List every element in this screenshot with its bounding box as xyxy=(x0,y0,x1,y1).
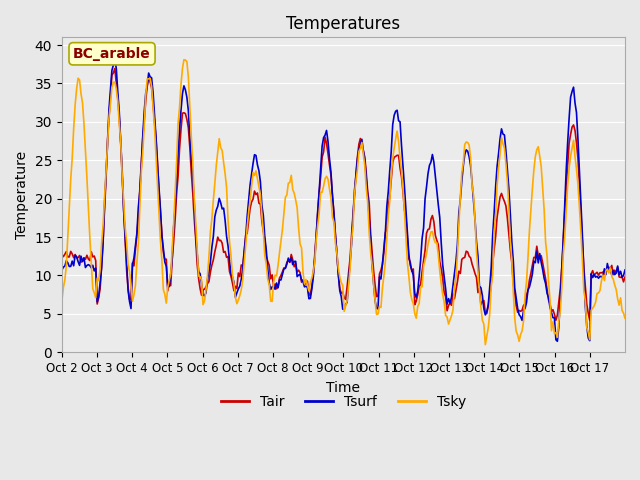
Tair xyxy=(77,259,85,265)
Tair xyxy=(461,254,468,260)
Tair xyxy=(621,274,629,280)
Tsky xyxy=(621,315,629,321)
Line: Tsky: Tsky xyxy=(62,60,625,345)
Tsurf xyxy=(554,338,561,344)
Tsurf xyxy=(77,253,85,259)
Tsky xyxy=(461,142,468,147)
Tsky xyxy=(95,277,102,283)
Tsurf xyxy=(111,56,118,62)
Tsurf xyxy=(58,267,66,273)
Tsky xyxy=(620,310,627,316)
Legend: Tair, Tsurf, Tsky: Tair, Tsurf, Tsky xyxy=(216,389,472,415)
Tair xyxy=(620,279,627,285)
Tsky xyxy=(546,297,554,303)
Tair xyxy=(111,66,118,72)
X-axis label: Time: Time xyxy=(326,381,360,395)
Line: Tair: Tair xyxy=(62,69,625,320)
Tsurf xyxy=(545,295,552,300)
Tsurf xyxy=(461,152,468,157)
Text: BC_arable: BC_arable xyxy=(73,47,151,61)
Tair xyxy=(58,252,66,258)
Tsky xyxy=(349,223,357,229)
Line: Tsurf: Tsurf xyxy=(62,59,625,341)
Y-axis label: Temperature: Temperature xyxy=(15,151,29,239)
Tsurf xyxy=(349,215,357,221)
Tair xyxy=(95,295,102,300)
Title: Temperatures: Temperatures xyxy=(286,15,401,33)
Tsky xyxy=(77,91,85,96)
Tair xyxy=(545,297,552,303)
Tair xyxy=(349,211,357,217)
Tsurf xyxy=(621,267,629,273)
Tsky xyxy=(481,342,489,348)
Tsurf xyxy=(95,293,102,299)
Tsky xyxy=(58,298,66,304)
Tsurf xyxy=(620,273,627,278)
Tair xyxy=(586,317,593,323)
Tsky xyxy=(180,57,188,62)
